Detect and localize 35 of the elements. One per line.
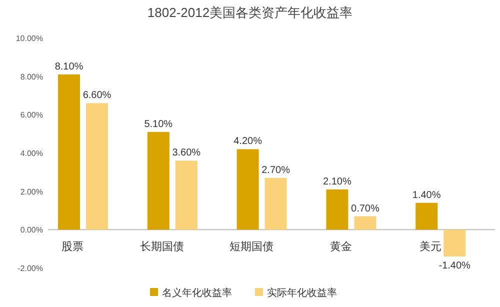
bar	[416, 202, 438, 230]
y-tick-label: 0.00%	[20, 226, 43, 235]
y-tick-label: 2.00%	[20, 187, 43, 196]
y-tick-label: 10.00%	[16, 34, 43, 43]
x-tick-label: 黄金	[330, 240, 352, 253]
data-label: 2.70%	[262, 164, 290, 176]
data-label: 2.10%	[323, 176, 352, 188]
bar	[264, 178, 287, 230]
x-tick-label: 股票	[62, 241, 84, 253]
bar	[147, 132, 170, 230]
data-label: -1.40%	[438, 260, 471, 272]
data-label: 8.10%	[54, 61, 84, 72]
data-label: 6.60%	[82, 90, 112, 102]
y-tick-label: 6.00%	[20, 110, 43, 120]
y-tick-label: 4.00%	[20, 149, 43, 158]
bar	[86, 103, 108, 230]
data-label: 5.10%	[144, 118, 173, 130]
y-tick-label: -2.00%	[18, 264, 43, 273]
x-tick-label: 美元	[419, 240, 442, 253]
bar	[326, 189, 348, 230]
bar	[236, 149, 259, 230]
y-tick-label: 8.00%	[20, 72, 43, 82]
data-label: 0.70%	[351, 203, 380, 214]
data-label: 1.40%	[412, 190, 441, 201]
x-tick-label: 长期国债	[140, 240, 184, 253]
data-label: 4.20%	[234, 136, 262, 148]
x-tick-label: 短期国债	[230, 241, 274, 253]
legend-label: 实际年化收益率	[267, 287, 337, 299]
legend-label: 名义年化收益率	[162, 287, 232, 299]
bar	[444, 230, 466, 256]
data-label: 3.60%	[172, 148, 201, 159]
bar	[354, 216, 376, 230]
bar	[175, 160, 198, 230]
title: 1802-2012美国各类资产年化收益率	[147, 5, 353, 20]
bar	[58, 74, 80, 230]
